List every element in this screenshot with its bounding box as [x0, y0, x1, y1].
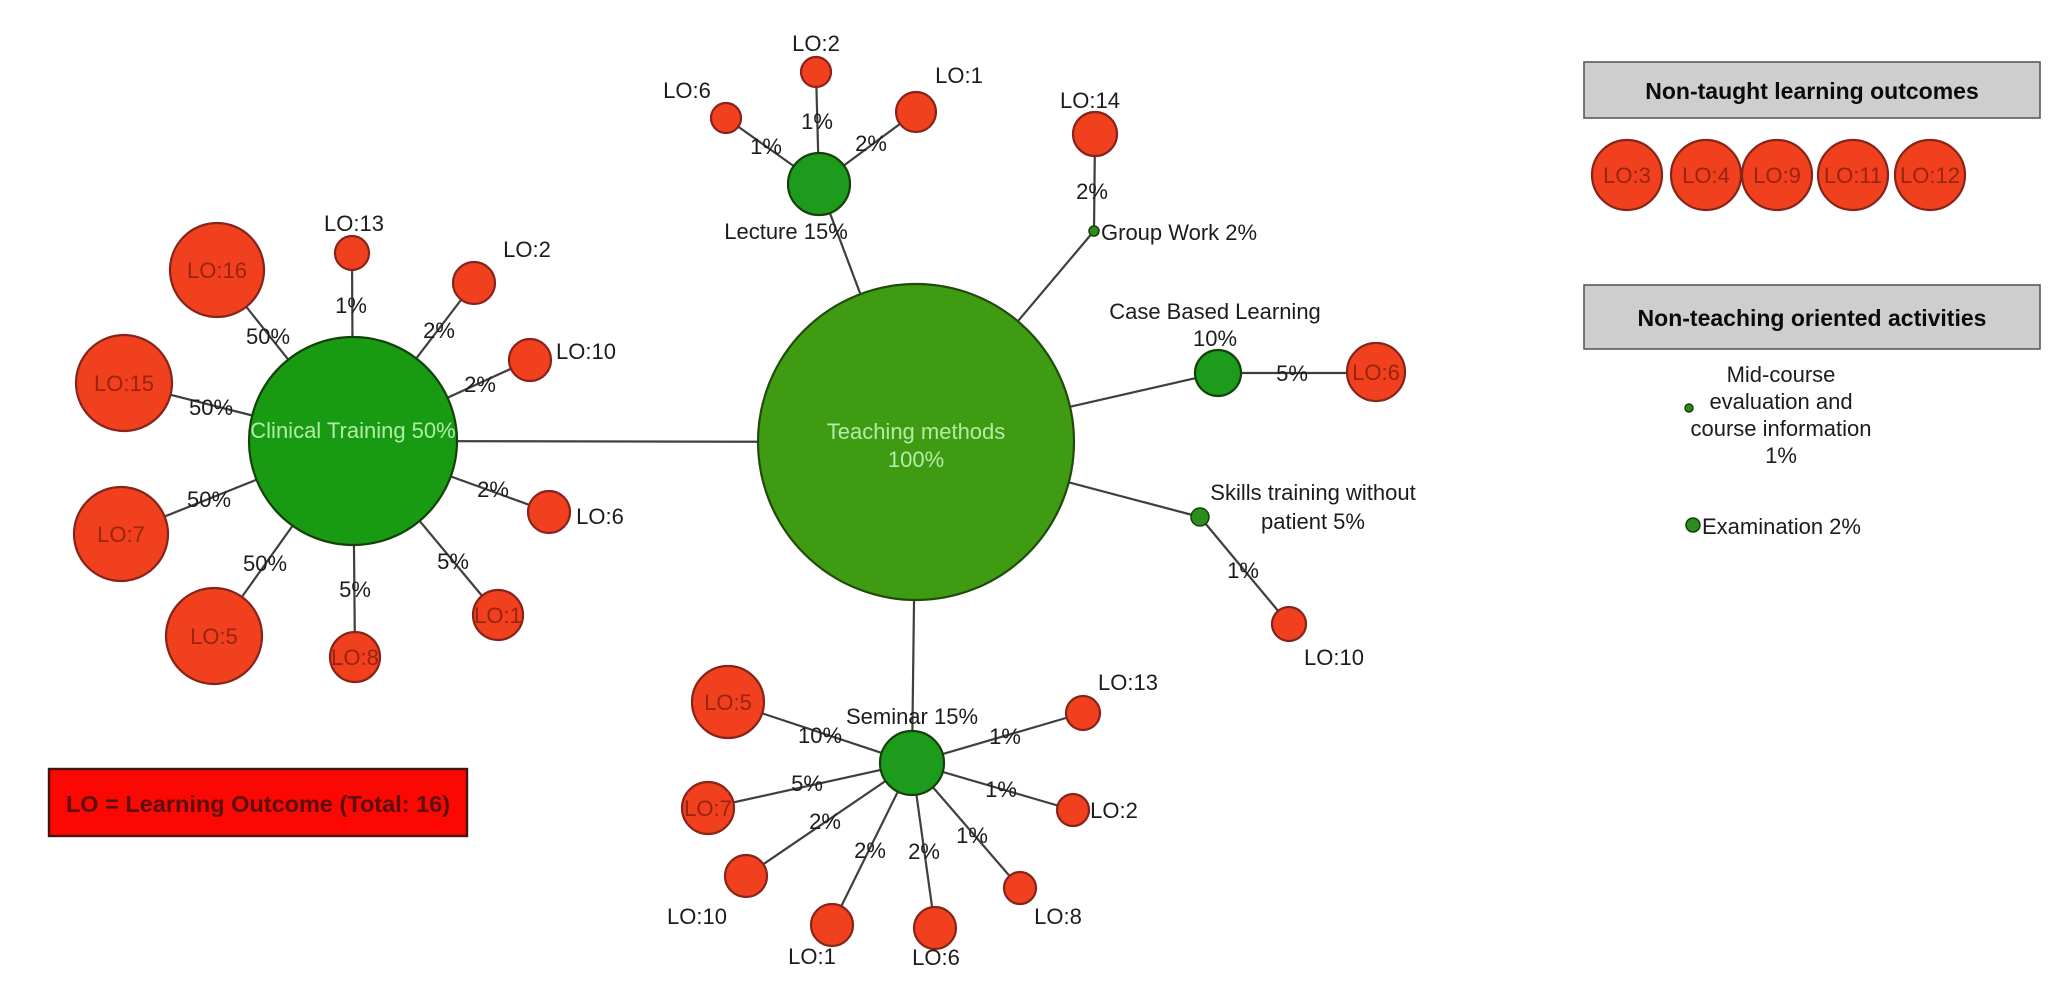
svg-text:Non-teaching oriented activiti: Non-teaching oriented activities [1638, 305, 1987, 331]
svg-text:LO:4: LO:4 [1682, 163, 1730, 188]
svg-text:course information: course information [1691, 416, 1872, 441]
svg-text:2%: 2% [423, 318, 455, 343]
svg-text:LO:2: LO:2 [792, 31, 840, 56]
svg-text:evaluation and: evaluation and [1709, 389, 1852, 414]
svg-text:2%: 2% [809, 809, 841, 834]
svg-text:LO:6: LO:6 [663, 78, 711, 103]
svg-text:LO:13: LO:13 [324, 211, 384, 236]
svg-text:LO:3: LO:3 [1603, 163, 1651, 188]
svg-text:1%: 1% [801, 109, 833, 134]
svg-text:LO:7: LO:7 [684, 796, 732, 821]
svg-text:Seminar 15%: Seminar 15% [846, 704, 978, 729]
svg-text:1%: 1% [1765, 443, 1797, 468]
svg-text:2%: 2% [908, 839, 940, 864]
svg-text:LO:1: LO:1 [788, 944, 836, 969]
svg-text:Clinical Training 50%: Clinical Training 50% [250, 418, 455, 443]
svg-text:LO:10: LO:10 [1304, 645, 1364, 670]
svg-text:2%: 2% [854, 838, 886, 863]
svg-text:5%: 5% [1276, 361, 1308, 386]
svg-text:Mid-course: Mid-course [1727, 362, 1836, 387]
svg-text:LO:6: LO:6 [576, 504, 624, 529]
svg-text:1%: 1% [989, 724, 1021, 749]
svg-text:1%: 1% [335, 293, 367, 318]
svg-text:LO:1: LO:1 [935, 63, 983, 88]
svg-text:LO:5: LO:5 [190, 624, 238, 649]
svg-text:LO:5: LO:5 [704, 690, 752, 715]
svg-text:10%: 10% [798, 723, 842, 748]
svg-text:1%: 1% [985, 777, 1017, 802]
svg-text:LO:16: LO:16 [187, 258, 247, 283]
svg-text:50%: 50% [189, 395, 233, 420]
svg-text:LO:9: LO:9 [1753, 163, 1801, 188]
svg-text:LO:7: LO:7 [97, 522, 145, 547]
svg-text:2%: 2% [464, 372, 496, 397]
svg-text:LO:11: LO:11 [1824, 163, 1882, 188]
svg-text:100%: 100% [888, 447, 944, 472]
svg-text:1%: 1% [1227, 558, 1259, 583]
svg-text:LO:2: LO:2 [503, 237, 551, 262]
svg-text:LO:12: LO:12 [1900, 163, 1960, 188]
svg-text:patient 5%: patient 5% [1261, 509, 1365, 534]
svg-text:LO:10: LO:10 [667, 904, 727, 929]
svg-text:LO:1: LO:1 [474, 603, 522, 628]
svg-text:LO:10: LO:10 [556, 339, 616, 364]
svg-text:Non-taught learning outcomes: Non-taught learning outcomes [1645, 78, 1979, 104]
svg-text:Skills training without: Skills training without [1210, 480, 1415, 505]
svg-text:LO:2: LO:2 [1090, 798, 1138, 823]
svg-text:2%: 2% [1076, 179, 1108, 204]
svg-text:1%: 1% [956, 823, 988, 848]
svg-text:LO:8: LO:8 [331, 645, 379, 670]
svg-text:Case Based Learning: Case Based Learning [1109, 299, 1321, 324]
svg-text:5%: 5% [437, 549, 469, 574]
svg-text:10%: 10% [1193, 326, 1237, 351]
svg-text:5%: 5% [791, 771, 823, 796]
svg-text:LO:15: LO:15 [94, 371, 154, 396]
svg-text:LO:8: LO:8 [1034, 904, 1082, 929]
svg-text:Examination 2%: Examination 2% [1702, 514, 1861, 539]
svg-text:50%: 50% [246, 324, 290, 349]
svg-text:LO:6: LO:6 [912, 945, 960, 970]
svg-text:Lecture 15%: Lecture 15% [724, 219, 848, 244]
svg-text:50%: 50% [187, 487, 231, 512]
svg-text:LO:13: LO:13 [1098, 670, 1158, 695]
svg-text:Teaching methods: Teaching methods [827, 419, 1006, 444]
svg-text:2%: 2% [477, 477, 509, 502]
svg-text:LO:6: LO:6 [1352, 360, 1400, 385]
svg-text:LO:14: LO:14 [1060, 88, 1120, 113]
svg-text:5%: 5% [339, 577, 371, 602]
svg-text:1%: 1% [750, 134, 782, 159]
svg-text:LO = Learning Outcome (Total:: LO = Learning Outcome (Total: 16) [66, 791, 450, 817]
svg-text:50%: 50% [243, 551, 287, 576]
svg-text:2%: 2% [855, 131, 887, 156]
svg-text:Group Work 2%: Group Work 2% [1101, 220, 1257, 245]
